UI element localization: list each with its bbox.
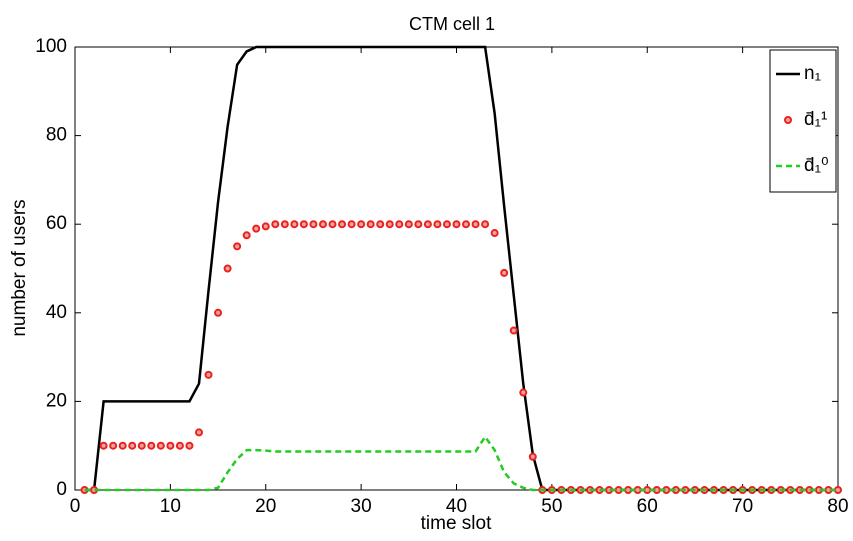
legend-swatch [784, 116, 792, 124]
x-axis-label: time slot [421, 513, 492, 534]
data-point [519, 388, 528, 397]
chart-title: CTM cell 1 [409, 14, 495, 34]
data-point [261, 222, 270, 231]
data-point [404, 220, 413, 229]
data-point [109, 441, 118, 450]
data-point [194, 428, 203, 437]
data-point [175, 441, 184, 450]
data-point [471, 220, 480, 229]
data-point [242, 231, 251, 240]
y-tick-label: 60 [46, 213, 67, 234]
data-point [137, 441, 146, 450]
data-point [528, 452, 537, 461]
x-tick-label: 20 [255, 496, 276, 517]
data-point [500, 268, 509, 277]
x-tick-label: 10 [160, 496, 181, 517]
data-point [357, 220, 366, 229]
data-point [118, 441, 127, 450]
y-tick-label: 20 [46, 390, 67, 411]
legend-label: n₁ [804, 63, 821, 84]
x-tick-label: 80 [827, 496, 848, 517]
x-tick-label: 0 [70, 496, 81, 517]
data-point [834, 486, 842, 494]
data-point [252, 224, 261, 233]
series-line [84, 434, 838, 492]
y-tick-label: 80 [46, 125, 67, 146]
data-point [185, 441, 194, 450]
x-tick-label: 40 [446, 496, 467, 517]
data-point [99, 441, 108, 450]
data-point [481, 220, 490, 229]
legend-label: d̄₁¹ [804, 109, 827, 130]
data-point [318, 220, 327, 229]
data-point [128, 441, 137, 450]
x-tick-label: 30 [351, 496, 372, 517]
data-point [147, 441, 156, 450]
data-point [233, 242, 242, 251]
data-point [423, 220, 432, 229]
data-point [214, 308, 223, 317]
y-axis-label: number of users [9, 199, 30, 336]
data-point [290, 220, 299, 229]
x-tick-label: 60 [637, 496, 658, 517]
legend-label: d̄₁⁰ [804, 155, 829, 176]
data-point [223, 264, 232, 273]
data-point [156, 441, 165, 450]
data-point [309, 220, 318, 229]
data-point [414, 220, 423, 229]
data-point [452, 220, 461, 229]
data-point [347, 220, 356, 229]
data-point [442, 220, 451, 229]
data-point [385, 220, 394, 229]
data-point [280, 220, 289, 229]
data-point [271, 220, 280, 229]
data-point [490, 229, 499, 238]
data-point [166, 441, 175, 450]
y-tick-label: 100 [35, 36, 67, 57]
x-tick-label: 50 [541, 496, 562, 517]
data-point [395, 220, 404, 229]
data-point [509, 326, 518, 335]
y-tick-label: 40 [46, 302, 67, 323]
data-point [338, 220, 347, 229]
data-point [462, 220, 471, 229]
x-tick-label: 70 [732, 496, 753, 517]
data-point [433, 220, 442, 229]
data-point [366, 220, 375, 229]
data-point [328, 220, 337, 229]
data-point [376, 220, 385, 229]
data-point [204, 370, 213, 379]
data-point [299, 220, 308, 229]
y-tick-label: 0 [56, 479, 67, 500]
